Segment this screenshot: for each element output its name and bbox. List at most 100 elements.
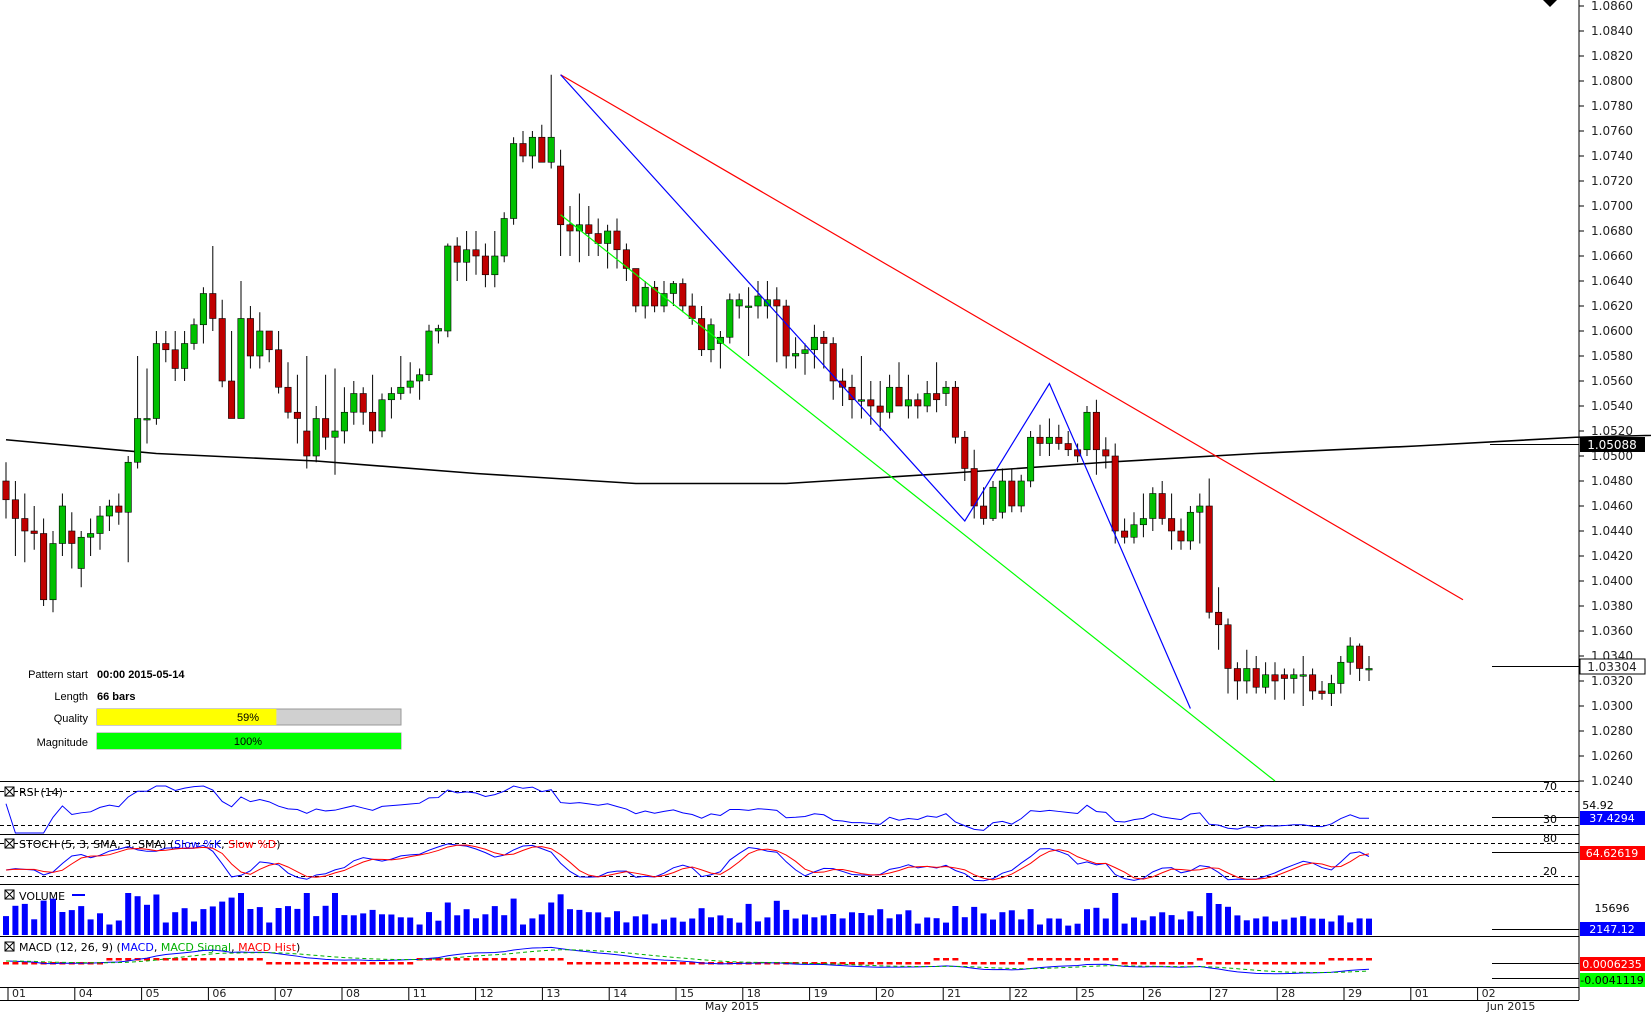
candle (1280, 668, 1288, 700)
volume-bar (1074, 923, 1081, 935)
candle-body (1262, 674, 1270, 688)
candle-body (143, 418, 151, 421)
candle (1111, 443, 1119, 544)
volume-bar (275, 908, 282, 935)
macd-hist-bar (1046, 958, 1053, 961)
volume-bar (463, 909, 470, 935)
price-tick-label: 1.0700 (1591, 199, 1633, 213)
time-tick-label: 04 (79, 987, 93, 1000)
volume-bar (623, 922, 630, 935)
volume-panel: VOLUME 15696 2147.12 (3, 889, 1645, 936)
macd-hist-bar (585, 962, 592, 965)
time-tick-label: 21 (947, 987, 961, 1000)
macd-hist-bar (943, 958, 949, 961)
macd-hist-bar (1084, 958, 1090, 961)
macd-hist-bar (1187, 962, 1194, 965)
price-tick-label: 1.0640 (1591, 274, 1633, 288)
volume-bar (802, 914, 808, 935)
time-tick-label: 08 (346, 987, 360, 1000)
volume-bar (360, 913, 367, 935)
time-tick-label: 22 (1014, 987, 1028, 1000)
candle (1327, 674, 1335, 706)
candle (754, 281, 762, 319)
price-tick-label: 1.0300 (1591, 699, 1633, 713)
candle-body (792, 353, 800, 357)
candle (1045, 418, 1053, 456)
candle-body (1186, 511, 1194, 542)
candle-body (49, 543, 57, 601)
volume-bar (585, 912, 592, 935)
moving-average (5, 434, 1651, 485)
macd-line-label: MACD (121, 941, 154, 954)
time-tick-label: 11 (413, 987, 427, 1000)
macd-hist-bar (1281, 962, 1288, 965)
candle-body (716, 336, 724, 344)
candle-body (387, 393, 395, 401)
candle-body (1036, 436, 1044, 444)
volume-bar (473, 918, 479, 935)
volume-bar (191, 921, 197, 935)
macd-hist-bar (1309, 962, 1316, 965)
price-tick-label: 1.0480 (1591, 474, 1633, 488)
candle (463, 231, 471, 281)
candle (218, 299, 226, 388)
price-tick-label: 1.0240 (1591, 774, 1633, 788)
price-tick-label: 1.0500 (1591, 449, 1633, 463)
candle-body (1318, 690, 1326, 694)
macd-hist-bar (21, 962, 28, 965)
volume-bar (849, 912, 855, 935)
candlesticks (2, 74, 1373, 706)
volume-bar (256, 907, 263, 935)
candle (1196, 493, 1204, 544)
macd-hist-bar (1196, 958, 1203, 961)
candle-body (801, 349, 809, 354)
scroll-arrow-icon[interactable] (1543, 0, 1557, 7)
candle-body (1111, 455, 1119, 532)
candle (773, 287, 781, 363)
price-tick-label: 1.0560 (1591, 374, 1633, 388)
volume-bar (1366, 918, 1372, 935)
candle (265, 330, 273, 363)
volume-bar (68, 910, 75, 935)
macd-hist-bar (1225, 962, 1231, 965)
macd-hist-bar (238, 958, 244, 961)
macd-hist-bar (1347, 958, 1354, 961)
macd-hist-bar (407, 962, 414, 965)
volume-bar (115, 920, 122, 935)
macd-hist-bar (313, 962, 320, 965)
volume-bar (491, 906, 498, 935)
rsi-mid-label: 54.92 (1582, 799, 1614, 812)
candle-body (293, 411, 301, 419)
candle-body (528, 136, 536, 157)
volume-bar (1319, 918, 1325, 935)
candle (1130, 512, 1138, 544)
macd-hist-bar (557, 958, 564, 961)
candle (481, 243, 489, 288)
price-tick-label: 1.0800 (1591, 74, 1633, 88)
candle (312, 406, 320, 463)
time-tick-label: 12 (480, 987, 494, 1000)
last-price-label: 1.03304 (1587, 660, 1637, 674)
candle (162, 331, 170, 363)
macd-hist-bar (144, 958, 150, 961)
macd-value-1: 0.0006235 (1582, 958, 1642, 971)
volume-bar (1149, 916, 1156, 935)
volume-bar (1272, 921, 1278, 935)
candle (557, 149, 565, 256)
candle-body (21, 518, 29, 532)
pattern-upper-line (560, 74, 1464, 601)
time-tick-label: 05 (146, 987, 160, 1000)
macd-hist-bar (228, 958, 235, 961)
macd-hist-bar (491, 958, 498, 961)
volume-bar (397, 917, 404, 935)
candle (1139, 493, 1147, 538)
volume-bar (454, 915, 461, 935)
stoch-d-line (5, 844, 1370, 881)
candle (1158, 481, 1166, 525)
sma-line (5, 434, 1651, 485)
volume-bar (59, 912, 66, 935)
candle (181, 331, 189, 381)
stoch-title: STOCH (5, 3, SMA, 3, SMA) (19, 838, 166, 851)
volume-bar (1206, 893, 1213, 935)
candle (1365, 656, 1373, 681)
